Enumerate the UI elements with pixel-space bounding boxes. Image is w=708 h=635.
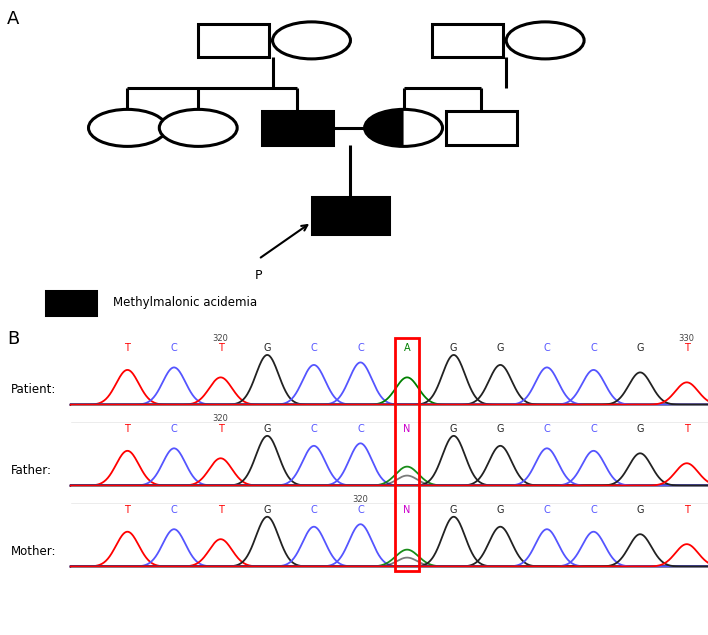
Text: C: C bbox=[171, 344, 178, 354]
Text: Patient:: Patient: bbox=[11, 384, 56, 396]
Text: N: N bbox=[404, 424, 411, 434]
Bar bbox=[262, 111, 333, 145]
Text: G: G bbox=[636, 344, 644, 354]
Text: A: A bbox=[7, 10, 19, 28]
Text: Methylmalonic acidemia: Methylmalonic acidemia bbox=[113, 297, 258, 309]
Text: C: C bbox=[311, 344, 317, 354]
Text: G: G bbox=[496, 344, 504, 354]
Text: T: T bbox=[684, 344, 690, 354]
Text: G: G bbox=[636, 505, 644, 515]
Text: G: G bbox=[450, 424, 457, 434]
Text: G: G bbox=[450, 344, 457, 354]
Text: Mother:: Mother: bbox=[11, 545, 56, 558]
Text: T: T bbox=[125, 424, 130, 434]
Bar bbox=[198, 23, 269, 57]
Text: G: G bbox=[450, 505, 457, 515]
Bar bbox=[46, 291, 96, 315]
Text: C: C bbox=[357, 344, 364, 354]
Text: A: A bbox=[404, 344, 411, 354]
Text: T: T bbox=[125, 344, 130, 354]
Text: G: G bbox=[636, 424, 644, 434]
Text: 320: 320 bbox=[212, 333, 229, 342]
Text: C: C bbox=[171, 505, 178, 515]
Text: T: T bbox=[218, 424, 224, 434]
Text: C: C bbox=[590, 505, 597, 515]
Text: N: N bbox=[404, 505, 411, 515]
Text: G: G bbox=[263, 344, 271, 354]
Text: T: T bbox=[684, 505, 690, 515]
Text: P: P bbox=[255, 269, 262, 282]
Bar bbox=[395, 338, 419, 572]
Text: T: T bbox=[218, 505, 224, 515]
Text: C: C bbox=[544, 424, 550, 434]
Text: G: G bbox=[263, 505, 271, 515]
Text: C: C bbox=[544, 344, 550, 354]
Wedge shape bbox=[365, 109, 404, 147]
Bar bbox=[312, 197, 389, 234]
Text: C: C bbox=[171, 424, 178, 434]
Circle shape bbox=[159, 109, 237, 147]
Text: C: C bbox=[357, 424, 364, 434]
Circle shape bbox=[273, 22, 350, 59]
Text: C: C bbox=[544, 505, 550, 515]
Text: T: T bbox=[684, 424, 690, 434]
Circle shape bbox=[88, 109, 166, 147]
Text: G: G bbox=[496, 424, 504, 434]
Text: C: C bbox=[590, 344, 597, 354]
Circle shape bbox=[506, 22, 584, 59]
Text: 320: 320 bbox=[353, 495, 368, 504]
Text: C: C bbox=[357, 505, 364, 515]
Text: T: T bbox=[218, 344, 224, 354]
Text: Father:: Father: bbox=[11, 464, 52, 478]
Text: T: T bbox=[125, 505, 130, 515]
Bar bbox=[432, 23, 503, 57]
Text: C: C bbox=[311, 424, 317, 434]
Text: G: G bbox=[263, 424, 271, 434]
Bar bbox=[446, 111, 517, 145]
Text: 320: 320 bbox=[212, 415, 229, 424]
Text: B: B bbox=[7, 330, 19, 348]
Text: C: C bbox=[590, 424, 597, 434]
Text: C: C bbox=[311, 505, 317, 515]
Text: 330: 330 bbox=[679, 333, 695, 342]
Text: G: G bbox=[496, 505, 504, 515]
